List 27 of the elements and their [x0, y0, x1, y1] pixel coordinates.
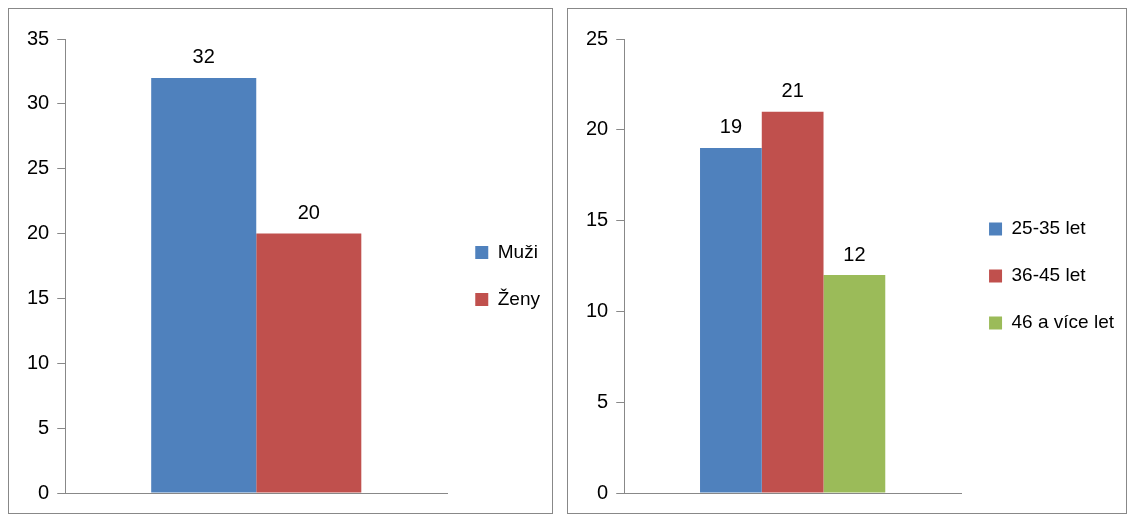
data-label: 19 — [719, 115, 743, 138]
y-tick-label: 35 — [27, 26, 50, 49]
bar — [761, 111, 824, 493]
y-tick-label: 0 — [597, 480, 609, 503]
y-tick-label: 20 — [586, 117, 609, 140]
y-tick-label: 25 — [586, 26, 609, 49]
y-tick-label: 10 — [586, 298, 609, 321]
data-label: 21 — [781, 79, 804, 102]
y-tick-label: 15 — [586, 208, 609, 231]
legend-label: Muži — [497, 240, 538, 262]
legend-label: 36-45 let — [1011, 264, 1087, 286]
y-tick-label: 5 — [38, 415, 50, 438]
y-tick-label: 30 — [27, 91, 50, 114]
bar — [700, 147, 762, 493]
y-tick-label: 0 — [38, 480, 50, 503]
data-label: 32 — [192, 45, 215, 68]
y-tick-label: 10 — [27, 350, 50, 373]
legend-label: Ženy — [497, 287, 541, 309]
data-label: 20 — [297, 201, 320, 224]
legend-label: 25-35 let — [1011, 217, 1087, 239]
y-tick-label: 25 — [27, 156, 50, 179]
data-label: 12 — [843, 242, 866, 265]
y-tick-label: 15 — [27, 285, 50, 308]
bar — [823, 275, 886, 493]
y-tick-label: 5 — [597, 389, 609, 412]
y-tick-label: 20 — [27, 221, 50, 244]
legend-label: 46 a více let — [1011, 311, 1115, 333]
